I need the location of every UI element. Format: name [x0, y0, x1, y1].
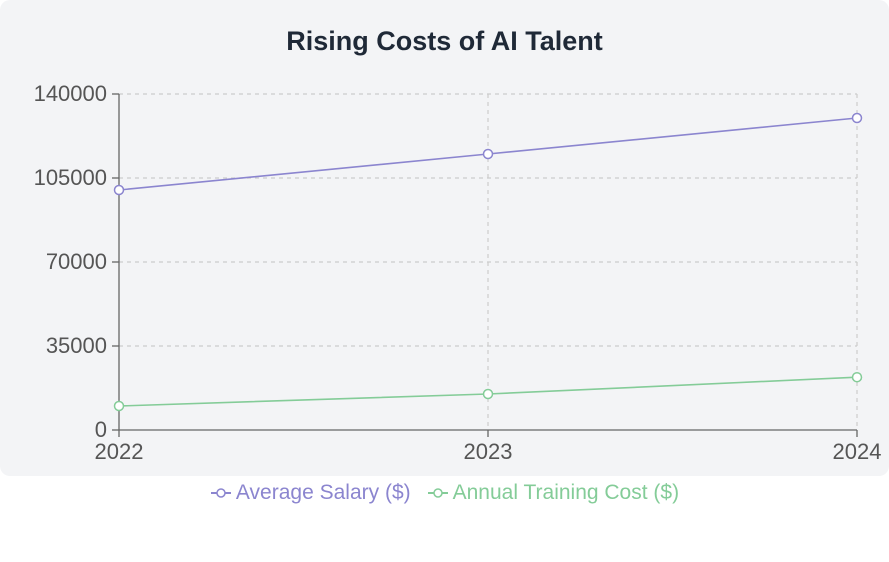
- legend-item-0[interactable]: Average Salary ($): [210, 481, 411, 505]
- y-tick-label: 70000: [46, 249, 107, 274]
- x-tick-label: 2023: [464, 439, 513, 464]
- data-point[interactable]: [113, 400, 125, 412]
- legend-line-marker-icon: [210, 488, 231, 498]
- legend-line-marker-icon: [427, 488, 448, 498]
- chart-title: Rising Costs of AI Talent: [286, 26, 603, 56]
- legend-label: Annual Training Cost ($): [452, 481, 680, 504]
- y-tick-label: 140000: [34, 81, 107, 106]
- data-point[interactable]: [482, 388, 494, 400]
- data-point[interactable]: [851, 112, 863, 124]
- chart-legend: Average Salary ($) Annual Training Cost (…: [0, 481, 889, 505]
- legend-label: Average Salary ($): [235, 481, 411, 504]
- y-tick-label: 35000: [46, 333, 107, 358]
- y-tick-label: 0: [95, 417, 107, 442]
- x-tick-label: 2022: [95, 439, 144, 464]
- data-point[interactable]: [482, 148, 494, 160]
- data-point[interactable]: [851, 371, 863, 383]
- y-tick-label: 105000: [34, 165, 107, 190]
- data-point[interactable]: [113, 184, 125, 196]
- chart-card: Rising Costs of AI Talent 0 35000 70000 105…: [0, 0, 889, 476]
- line-chart: 0 35000 70000 105000 140000 2022 2023 2024: [34, 81, 882, 464]
- x-tick-label: 2024: [833, 439, 882, 464]
- legend-item-1[interactable]: Annual Training Cost ($): [427, 481, 679, 505]
